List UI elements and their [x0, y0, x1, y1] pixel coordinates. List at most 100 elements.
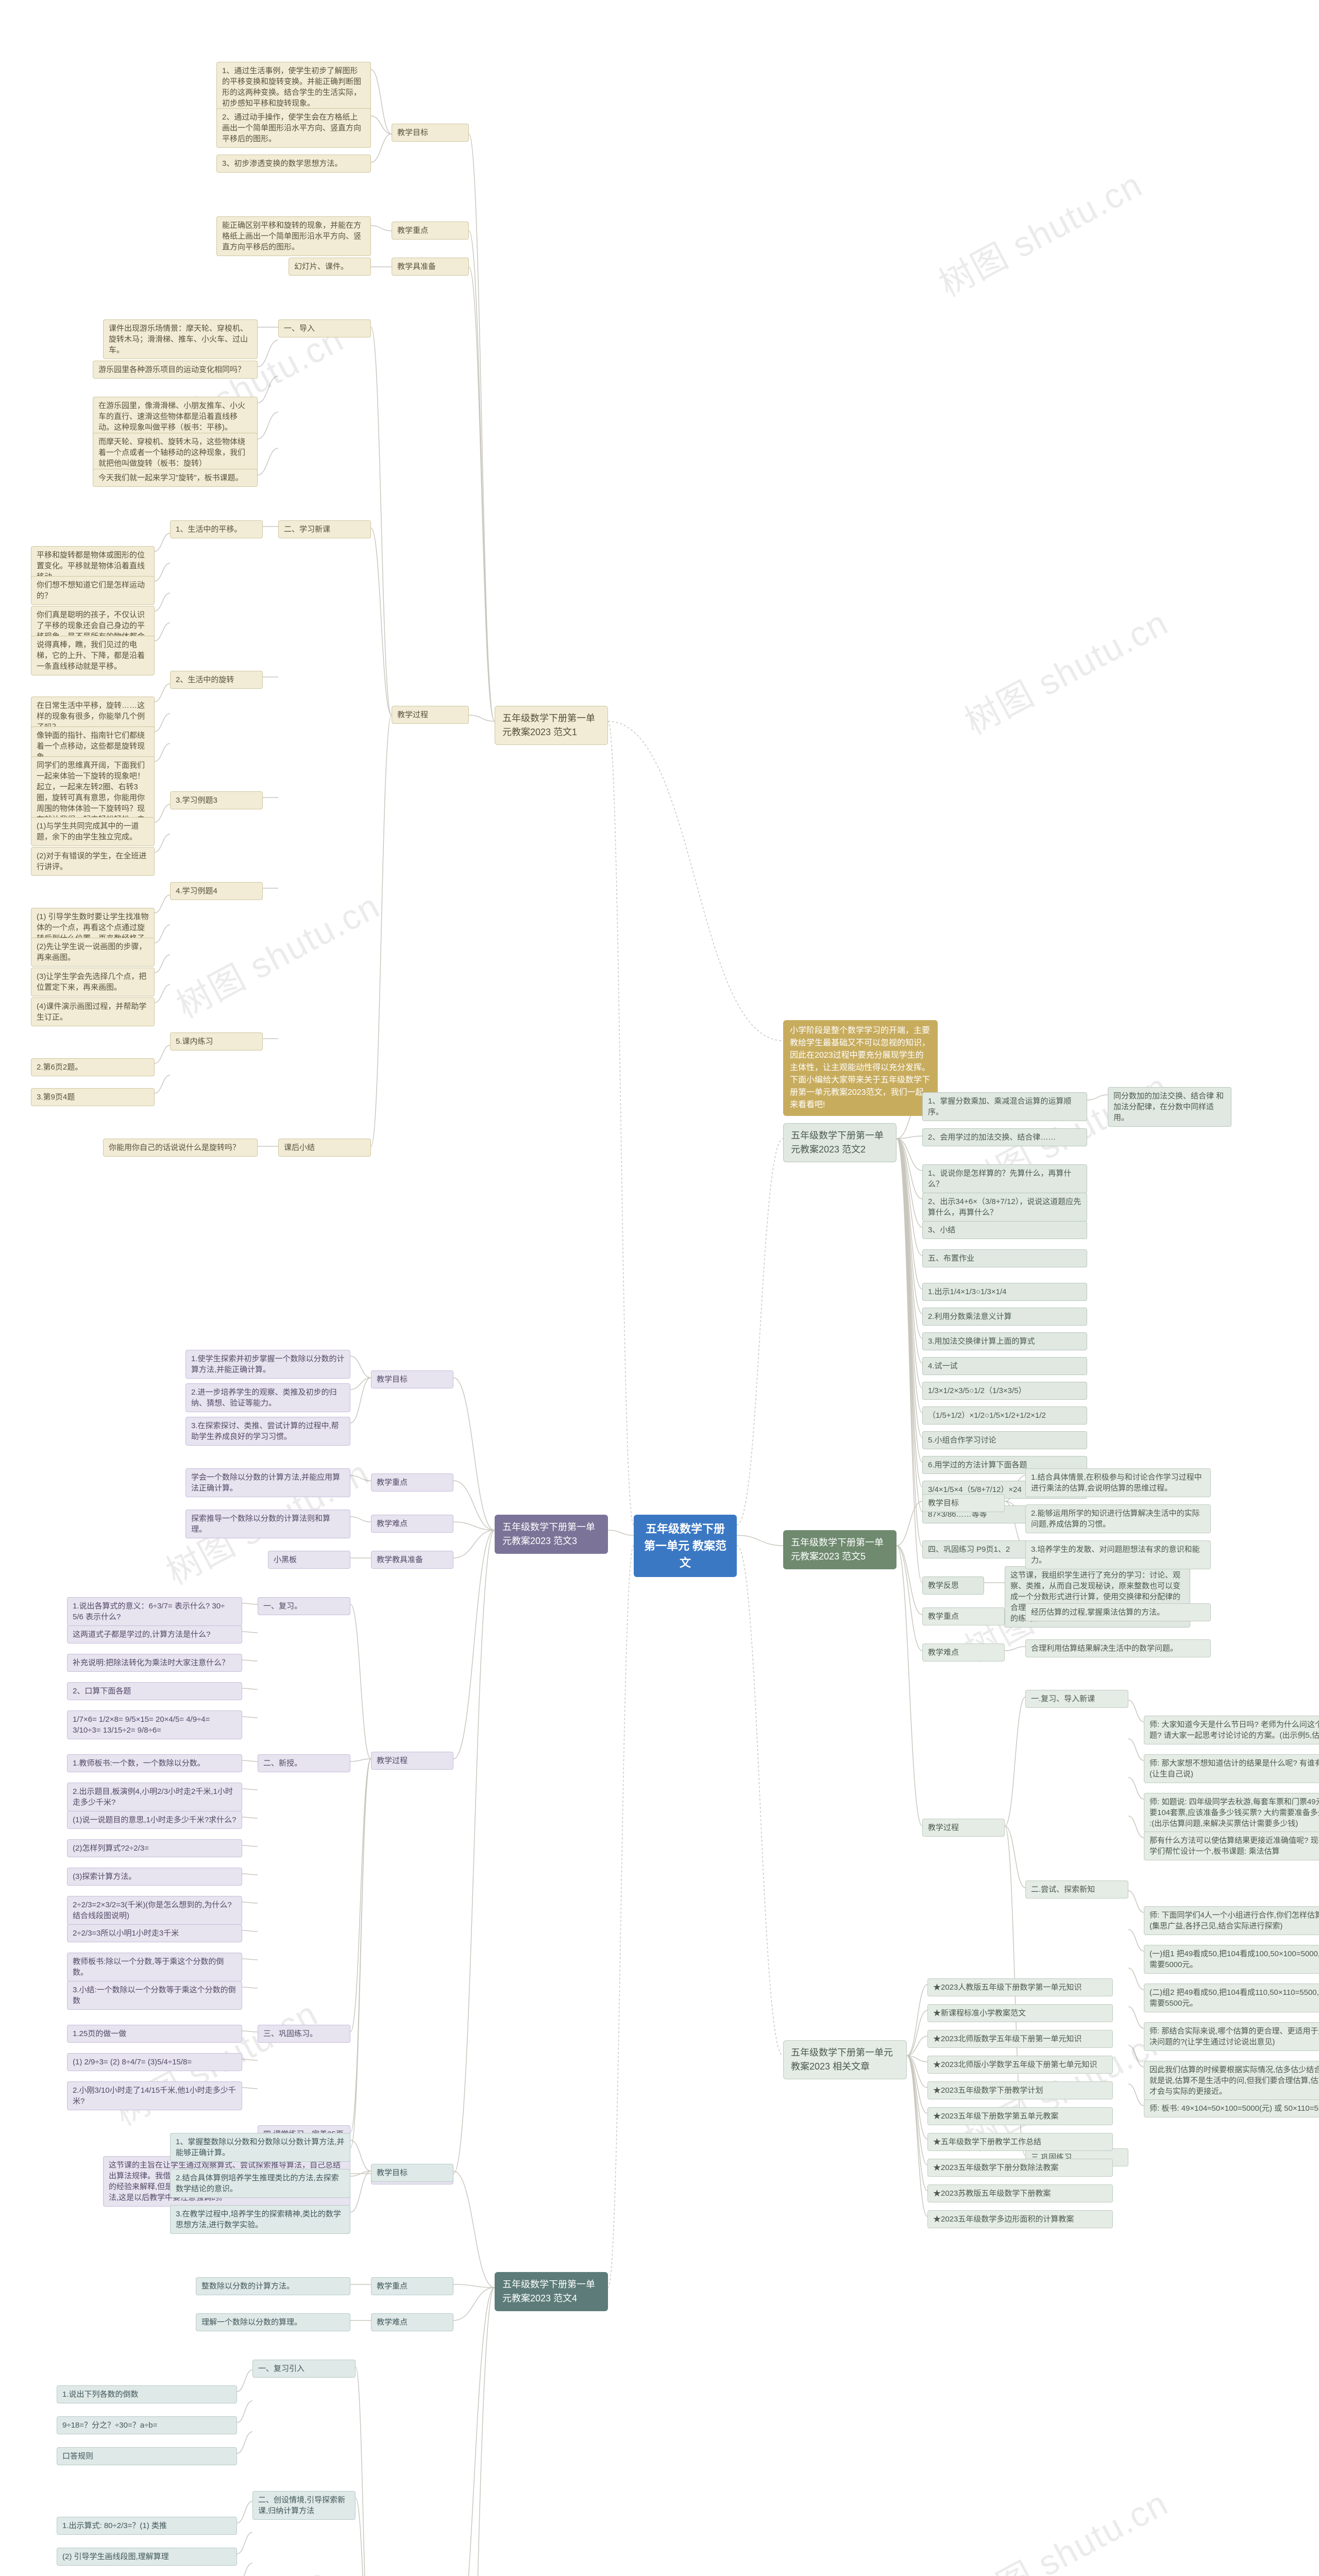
- b3-proc-item: (3)探索计算方法。: [67, 1868, 242, 1886]
- b3-obj-item: 2.进一步培养学生的观察、类推及初步的归纳、猜想、验证等能力。: [185, 1383, 350, 1412]
- b1-keypoint-text: 能正确区别平移和旋转的现象，并能在方格纸上画出一个简单图形沿水平方向、竖直方向平…: [216, 216, 371, 256]
- related-item: ★2023北师版小学数学五年级下册第七单元知识: [927, 2056, 1113, 2074]
- b2-step: 4.试一试: [922, 1357, 1087, 1375]
- branch-1-header: 五年级数学下册第一单元教案2023 范文1: [495, 706, 608, 745]
- b2-step: （1/5+1/2）×1/2○1/5×1/2+1/2×1/2: [922, 1406, 1087, 1425]
- b3-keypoint: 教学重点: [371, 1473, 453, 1492]
- b3-keypoint-text: 学会一个数除以分数的计算方法,并能应用算法正确计算。: [185, 1468, 350, 1497]
- b4-proc-child: 一、复习引入: [252, 2360, 356, 2378]
- related-item: ★2023五年级数学下册教学计划: [927, 2081, 1113, 2099]
- related-item: ★2023五年级下册数学第五单元教案: [927, 2107, 1113, 2125]
- b1-subgroup-item: (2)对于有错误的学生，在全班进行讲评。: [31, 847, 155, 876]
- b1-subgroup: 2、生活中的旋转: [170, 671, 263, 689]
- b5-diff-text: 合理利用估算结果解决生活中的数学问题。: [1025, 1639, 1211, 1657]
- b3-proc-child: 三、巩固练习。: [258, 2025, 350, 2043]
- b1-subgroup: 4.学习例题4: [170, 882, 263, 900]
- b1-subgroup-item: (4)课件演示画图过程，并帮助学生订正。: [31, 997, 155, 1026]
- b1-subgroup: 1、生活中的平移。: [170, 520, 263, 538]
- b3-proc-item: 1.说出各算式的意义：6÷3/7= 表示什么? 30÷ 5/6 表示什么?: [67, 1597, 242, 1626]
- b2-seq: 五、布置作业: [922, 1249, 1087, 1267]
- b1-proc-sub: 而摩天轮、穿梭机、旋转木马，这些物体绕着一个点或者一个轴移动的这种现象，我们就把…: [93, 433, 258, 472]
- b2-p1-sub: 同分数加的加法交换、结合律 和加法分配律，在分数中同样适用。: [1108, 1087, 1231, 1127]
- b1-proc-sub: 今天我们就一起来学习"旋转"，板书课题。: [93, 469, 258, 487]
- b1-aids: 教学具准备: [392, 258, 469, 276]
- b3-proc-item: 1.教师板书:一个数，一个数除以分数。: [67, 1754, 242, 1772]
- b3-proc-item: (1) 2/9÷3= (2) 8÷4/7= (3)5/4÷15/8=: [67, 2053, 242, 2071]
- b1-subgroup-item: (3)让学生学会先选择几个点，把位置定下来，再来画图。: [31, 968, 155, 996]
- b3-proc-item: 1/7×6= 1/2×8= 9/5×15= 20×4/5= 4/9÷4= 3/1…: [67, 1710, 242, 1739]
- b3-proc-item: (2)怎样列算式?2÷2/3=: [67, 1839, 242, 1857]
- b4-keypoint: 教学重点: [371, 2277, 453, 2295]
- branch-1-intro: 小学阶段是整个数学学习的开端，主要教给学生最基础又不可以忽视的知识，因此在202…: [783, 1020, 938, 1116]
- b1-subgroup-item: 说得真棒，瞧，我们见过的电梯，它的上升、下降，都是沿着一条直线移动就是平移。: [31, 636, 155, 675]
- b1-subgroup-item: 你们想不想知道它们是怎样运动的？: [31, 576, 155, 605]
- b5-proc-item: 因此我们估算的时候要根据实际情况,估多估少结合生活。也就是说,估算不是生活中的问…: [1144, 2061, 1319, 2100]
- b4-objectives: 教学目标: [371, 2164, 453, 2182]
- b4-proc-item: 9÷18=？分之？÷30=？a÷b=: [57, 2416, 237, 2434]
- b3-proc-item: 2÷2/3=3所以小明1小时走3千米: [67, 1924, 242, 1942]
- b3-obj-item: 1.使学生探索并初步掌握一个数除以分数的计算方法,并能正确计算。: [185, 1350, 350, 1379]
- b3-diff-text: 探索推导一个数除以分数的计算法则和算理。: [185, 1510, 350, 1538]
- b1-obj-item: 2、通过动手操作，使学生会在方格纸上画出一个简单图形沿水平方向、竖直方向平移后的…: [216, 108, 371, 148]
- b4-obj-item: 1、掌握整数除以分数和分数除以分数计算方法,并能够正确计算。: [170, 2133, 350, 2162]
- watermark: 树图 shutu.cn: [166, 878, 387, 1028]
- b2-p2: 2、会用学过的加法交换、结合律……: [922, 1128, 1087, 1146]
- b4-kp-text: 整数除以分数的计算方法。: [196, 2277, 350, 2295]
- b3-proc-item: 2、口算下面各题: [67, 1682, 242, 1700]
- b4-proc-item: 1.出示算式: 80÷2/3=？(1) 类推: [57, 2517, 237, 2535]
- b1-proc-child: 二、学习新课: [278, 520, 371, 538]
- b1-subgroup: 3.学习例题3: [170, 791, 263, 809]
- b5-proc-item: 师: 那大家想不想知道估计的结果是什么呢? 有谁有方法呀?(让生自己说): [1144, 1754, 1319, 1783]
- b3-proc-item: 2.出示题目,板演例4,小明2/3小时走2千米,1小时走多少千米?: [67, 1783, 242, 1811]
- b5-kp-text: 经历估算的过程,掌握乘法估算的方法。: [1025, 1603, 1211, 1621]
- mindmap-canvas: 五年级数学下册第一单元 教案范文 五年级数学下册第一单元教案2023 范文1 小…: [0, 0, 1319, 2576]
- central-node: 五年级数学下册第一单元 教案范文: [634, 1515, 737, 1577]
- b5-proc-item: 师: 那结合实际来说,哪个估算的更合理、更适用于生活中解决问题的?(让学生通过讨…: [1144, 2022, 1319, 2051]
- b3-proc-item: (1)说一说题目的意思,1小时走多少千米?求什么?: [67, 1811, 242, 1829]
- b5-keypoint: 教学重点: [922, 1607, 1005, 1625]
- b4-difficulty: 教学难点: [371, 2313, 453, 2331]
- b1-obj-item: 3、初步渗透变换的数学思想方法。: [216, 155, 371, 173]
- related-item: ★2023苏教版五年级数学下册教案: [927, 2184, 1113, 2202]
- b5-process: 教学过程: [922, 1819, 1005, 1837]
- b5-proc-item: 师: 如题说: 四年级同学去秋游,每套车票和门票49元,一共需要104套票,应该…: [1144, 1793, 1319, 1833]
- b4-diff-text: 理解一个数除以分数的算理。: [196, 2313, 350, 2331]
- b1-proc-text: 课件出现游乐场情景：摩天轮、穿梭机、旋转木马；滑滑梯、推车、小火车、过山车。: [103, 319, 258, 359]
- b1-proc-sub: 游乐园里各种游乐项目的运动变化相同吗？: [93, 361, 258, 379]
- b3-aids: 教学教具准备: [371, 1551, 453, 1569]
- watermark: 树图 shutu.cn: [954, 2475, 1176, 2576]
- b5-proc-item: 师: 下面同学们4人一个小组进行合作,你们怎样估算准备的?(集思广益,各抒己见,…: [1144, 1906, 1319, 1935]
- b1-subgroup: 5.课内练习: [170, 1032, 263, 1050]
- b4-obj-item: 3.在教学过程中,培养学生的探索精神,类比的数学思想方法,进行数学实验。: [170, 2205, 350, 2234]
- b2-seq: 3、小结: [922, 1221, 1087, 1239]
- b2-step: 1/3×1/2×3/5○1/2（1/3×3/5）: [922, 1382, 1087, 1400]
- b4-proc-item: 1.说出下列各数的倒数: [57, 2385, 237, 2403]
- b4-proc-child: 二、创设情境,引导探索新课,归纳计算方法: [252, 2491, 356, 2520]
- b1-proc-child: 一、导入: [278, 319, 371, 337]
- b2-seq: 1、说说你是怎样算的？先算什么，再算什么？: [922, 1164, 1087, 1193]
- b2-p1: 1、掌握分数乘加、乘减混合运算的运算顺序。: [922, 1092, 1087, 1121]
- b3-aids-text: 小黑板: [268, 1551, 350, 1569]
- b5-proc-item: 师: 大家知道今天是什么节日吗? 老师为什么问这个生活问题? 请大家一起思考讨论…: [1144, 1716, 1319, 1744]
- b2-step: 1.出示1/4×1/3○1/3×1/4: [922, 1283, 1087, 1301]
- related-item: ★新课程标准小学教案范文: [927, 2004, 1113, 2022]
- b1-proc-text: 你能用你自己的话说说什么是旋转吗？: [103, 1139, 258, 1157]
- b1-subgroup-item: 2.第6页2题。: [31, 1058, 155, 1076]
- b5-proc-item: (一)组1 把49看成50,把104看成100,50×100=5000,所以大约…: [1144, 1945, 1319, 1974]
- b5-proc-child: 二.尝试、探索新知: [1025, 1880, 1128, 1899]
- b1-subgroup-item: (2)先让学生说一说画图的步骤，再来画图。: [31, 938, 155, 967]
- b1-proc-sub: 在游乐园里，像滑滑梯、小朋友推车、小火车的直行、速滑这些物体都是沿着直线移动。这…: [93, 397, 258, 436]
- b1-keypoint: 教学重点: [392, 222, 469, 240]
- b3-proc-item: 2.小刚3/10小时走了14/15千米,他1小时走多少千米?: [67, 2081, 242, 2110]
- watermark: 树图 shutu.cn: [954, 595, 1176, 744]
- b4-obj-item: 2.结合具体算例培养学生推理类比的方法,去探索数学结论的意识。: [170, 2169, 350, 2198]
- b2-step: 5.小组合作学习讨论: [922, 1431, 1087, 1449]
- related-item: ★2023五年级数学多边形面积的计算教案: [927, 2210, 1113, 2228]
- b1-process: 教学过程: [392, 706, 469, 724]
- b5-proc-item: 那有什么方法可以使估算结果更接近准确值呢? 现在就请同学们帮忙设计一个,板书课题…: [1144, 1832, 1319, 1860]
- b1-subgroup-item: 3.第9页4题: [31, 1088, 155, 1106]
- b3-proc-item: 3.小结:一个数除以一个分数等于乘这个分数的倒数: [67, 1981, 242, 2010]
- b5-obj-item: 1.结合具体情景,在积极参与和讨论合作学习过程中进行乘法的估算,会说明估算的思维…: [1025, 1468, 1211, 1497]
- b5-obj-item: 2.能够运用所学的知识进行估算解决生活中的实际问题,养成估算的习惯。: [1025, 1504, 1211, 1533]
- b1-obj-item: 1、通过生活事例，使学生初步了解图形的平移变换和旋转变换。并能正确判断图形的这两…: [216, 62, 371, 112]
